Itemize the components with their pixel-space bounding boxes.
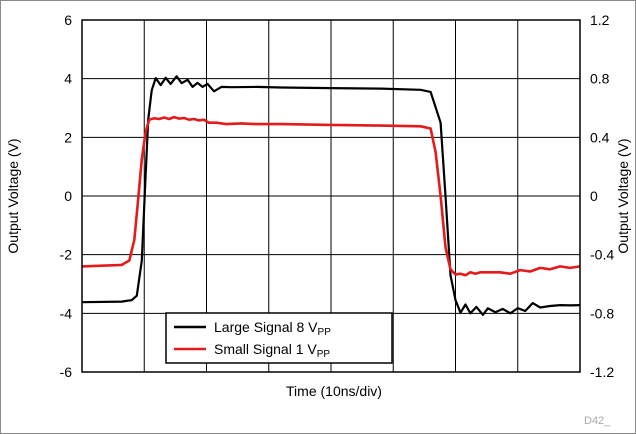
x-axis-label: Time (10ns/div) [286,383,382,399]
y2-tick-label: 1.2 [590,12,610,28]
series-line-large-signal [81,75,581,316]
right-y-tick-labels: 1.2 0.8 0.4 0 -0.4 -0.8 -1.2 [590,12,614,380]
y-tick-label: 0 [64,188,72,204]
y-tick-label: 6 [64,12,72,28]
legend: Large Signal 8 VPP Small Signal 1 VPP [165,312,393,364]
y2-axis-label: Output Voltage (V) [615,138,631,253]
series-lines [81,75,581,316]
y2-tick-label: -0.8 [590,305,614,321]
y2-tick-label: 0.4 [590,129,610,145]
y-tick-label: 4 [64,71,72,87]
plot-area-border [81,19,581,373]
left-y-tick-labels: 6 4 2 0 -2 -4 -6 [60,12,73,380]
y-tick-label: -2 [60,247,73,263]
legend-label-large-signal: Large Signal 8 VPP [214,319,331,338]
y2-tick-label: 0 [590,188,598,204]
legend-box [165,312,393,364]
y-tick-label: -6 [60,364,73,380]
figure-id-label: D42_ [584,415,611,427]
legend-label-small-signal: Small Signal 1 VPP [214,341,330,360]
y2-tick-label: -0.4 [590,247,614,263]
y-tick-label: 2 [64,129,72,145]
series-line-small-signal [81,115,581,277]
y-axis-label: Output Voltage (V) [5,138,21,253]
y2-tick-label: 0.8 [590,71,610,87]
y-tick-label: -4 [60,305,73,321]
y2-tick-label: -1.2 [590,364,614,380]
